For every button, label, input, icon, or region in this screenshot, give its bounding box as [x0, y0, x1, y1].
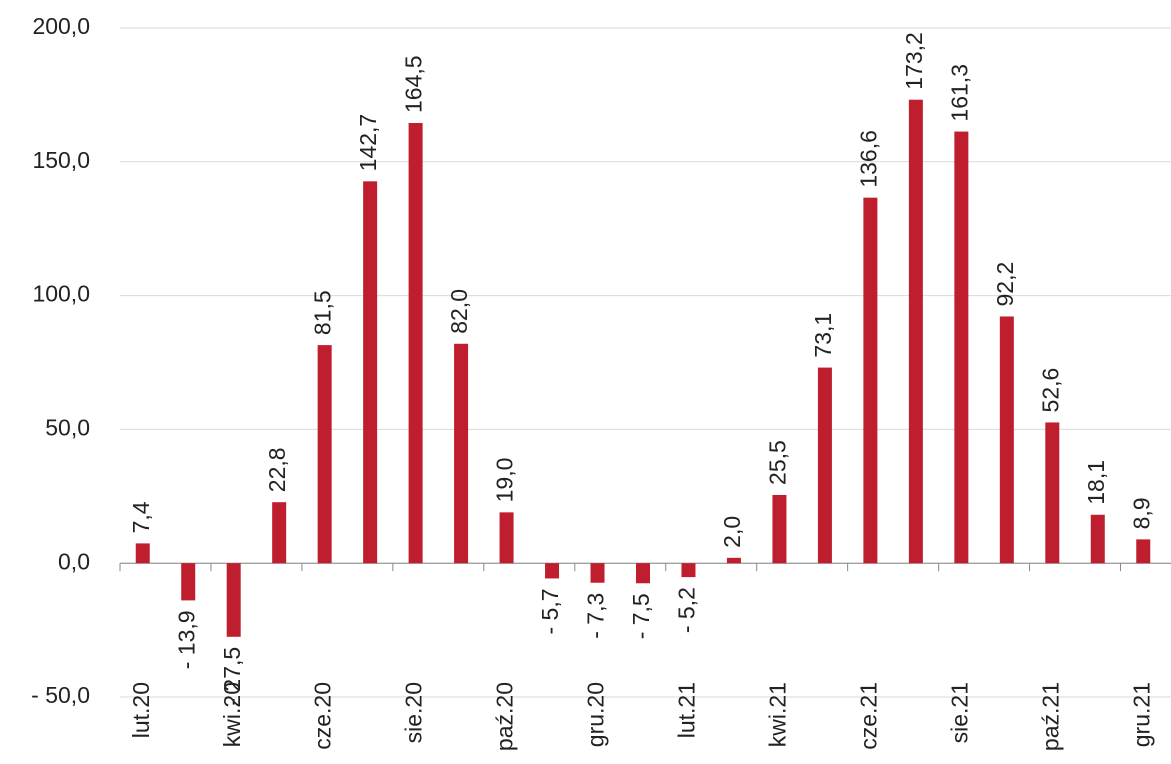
data-label: 142,7	[355, 114, 381, 172]
x-tick-label: kwi.21	[765, 682, 791, 747]
data-label: 164,5	[401, 55, 427, 113]
x-tick-label: sie.21	[946, 682, 972, 743]
x-tick-label: gru.21	[1128, 682, 1154, 747]
y-tick-label: 200,0	[32, 13, 90, 39]
x-tick-label: sie.20	[401, 682, 427, 743]
bar	[954, 131, 969, 564]
y-tick-label: 150,0	[32, 147, 90, 173]
y-tick-label: 0,0	[58, 548, 90, 574]
data-label: 82,0	[446, 289, 472, 334]
bar	[817, 367, 832, 564]
bar	[726, 557, 741, 564]
bar	[1090, 514, 1105, 564]
bar	[999, 316, 1014, 564]
data-label: 161,3	[946, 64, 972, 122]
bar	[226, 563, 241, 637]
data-label: - 13,9	[173, 610, 199, 669]
data-label: 7,4	[128, 501, 154, 533]
data-label: 52,6	[1037, 368, 1063, 413]
data-label: 18,1	[1083, 460, 1109, 505]
bar	[863, 197, 878, 564]
y-tick-label: 100,0	[32, 281, 90, 307]
x-tick-label: lut.20	[128, 682, 154, 738]
data-label: 81,5	[310, 290, 336, 335]
bar	[772, 494, 787, 564]
bar	[590, 563, 605, 583]
data-label: 19,0	[492, 458, 518, 503]
data-label: 25,5	[765, 440, 791, 485]
data-label: 136,6	[855, 130, 881, 188]
data-label: 8,9	[1128, 497, 1154, 529]
data-label: - 5,2	[674, 587, 700, 633]
x-tick-label: lut.21	[674, 682, 700, 738]
bar	[363, 181, 378, 564]
bar	[1045, 422, 1060, 564]
data-label: - 5,7	[537, 588, 563, 634]
bar	[317, 345, 332, 564]
x-tick-label: cze.21	[855, 682, 881, 750]
bar	[135, 543, 150, 564]
data-label: - 27,5	[219, 647, 245, 706]
x-tick-label: kwi.20	[219, 682, 245, 747]
bar	[499, 512, 514, 564]
bar	[1136, 539, 1151, 564]
x-tick-label: paź.21	[1037, 682, 1063, 751]
y-tick-label: - 50,0	[31, 682, 90, 708]
data-label: - 7,3	[583, 593, 609, 639]
data-label: 22,8	[264, 447, 290, 492]
bar	[408, 122, 423, 564]
bar	[454, 343, 469, 564]
data-label: - 7,5	[628, 593, 654, 639]
bar	[681, 563, 696, 578]
x-tick-label: paź.20	[492, 682, 518, 751]
y-tick-label: 50,0	[45, 414, 90, 440]
x-tick-label: gru.20	[583, 682, 609, 747]
data-label: 173,2	[901, 32, 927, 90]
x-tick-label: cze.20	[310, 682, 336, 750]
data-label: 2,0	[719, 516, 745, 548]
bar	[545, 563, 560, 579]
bar	[181, 563, 196, 601]
bar	[908, 99, 923, 564]
bar	[272, 502, 287, 564]
data-label: 92,2	[992, 262, 1018, 307]
data-label: 73,1	[810, 313, 836, 358]
bar	[636, 563, 650, 584]
